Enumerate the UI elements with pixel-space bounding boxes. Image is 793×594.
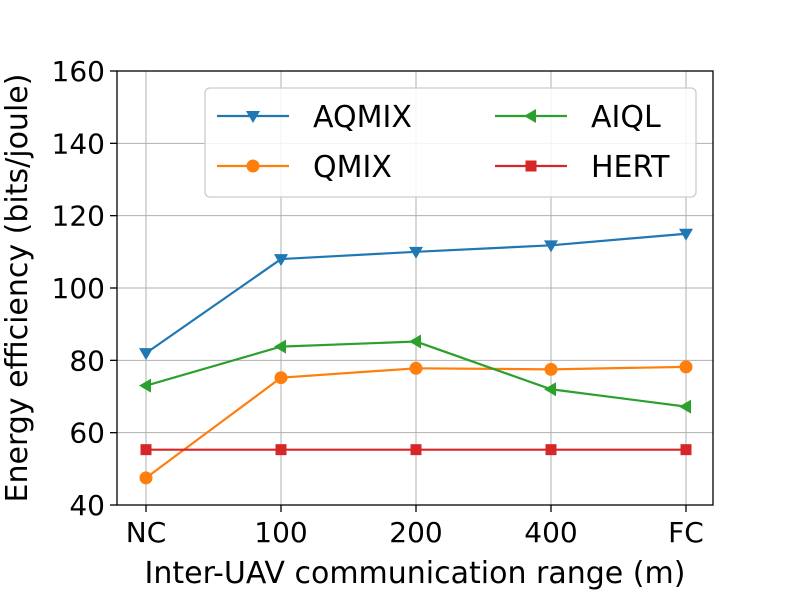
- y-tick-label: 120: [52, 200, 105, 233]
- data-point-aqmix: [679, 228, 693, 241]
- legend-marker-aiql: [524, 109, 536, 123]
- data-point-qmix: [544, 362, 558, 376]
- y-tick-label: 60: [69, 417, 105, 450]
- data-point-hert: [680, 444, 692, 456]
- legend-box: [204, 87, 697, 198]
- data-point-aqmix: [544, 240, 558, 253]
- x-tick-label: 400: [524, 516, 577, 549]
- data-point-aqmix: [409, 246, 423, 259]
- series-layer: [139, 228, 693, 485]
- data-point-aiql: [409, 334, 421, 349]
- data-point-qmix: [409, 361, 423, 375]
- y-tick-label: 40: [69, 489, 105, 522]
- data-point-aiql: [274, 339, 286, 354]
- data-point-aqmix: [139, 348, 153, 361]
- y-tick-label: 100: [52, 272, 105, 305]
- legend: AQMIX QMIX AIQL HERT: [204, 87, 697, 198]
- data-point-hert: [140, 444, 152, 456]
- data-point-aqmix: [274, 254, 288, 267]
- x-tick-label: 100: [254, 516, 307, 549]
- data-point-aiql: [139, 378, 151, 393]
- x-tick-label: NC: [126, 516, 167, 549]
- legend-label-qmix: QMIX: [313, 150, 392, 185]
- data-point-qmix: [274, 371, 288, 385]
- legend-label-aqmix: AQMIX: [313, 100, 412, 135]
- data-point-qmix: [139, 471, 153, 485]
- legend-label-hert: HERT: [591, 150, 670, 185]
- x-tick-label: FC: [668, 516, 704, 549]
- data-point-hert: [545, 444, 557, 456]
- data-point-hert: [275, 444, 287, 456]
- legend-marker-qmix: [246, 159, 260, 173]
- y-tick-label: 80: [69, 344, 105, 377]
- data-point-qmix: [679, 360, 693, 374]
- data-point-aiql: [679, 399, 691, 414]
- axes-ticks: 40 60 80 100 120 140 160 NC 100 200 400 FC: [52, 55, 704, 549]
- x-axis-label: Inter-UAV communication range (m): [145, 556, 686, 591]
- y-tick-label: 160: [52, 55, 105, 88]
- data-point-aiql: [544, 382, 556, 397]
- data-point-hert: [410, 444, 422, 456]
- legend-label-aiql: AIQL: [591, 100, 661, 135]
- legend-marker-hert: [525, 160, 537, 172]
- x-tick-label: 200: [389, 516, 442, 549]
- legend-marker-aqmix: [246, 111, 260, 123]
- y-axis-label: Energy efficiency (bits/joule): [0, 74, 35, 503]
- y-tick-label: 140: [52, 127, 105, 160]
